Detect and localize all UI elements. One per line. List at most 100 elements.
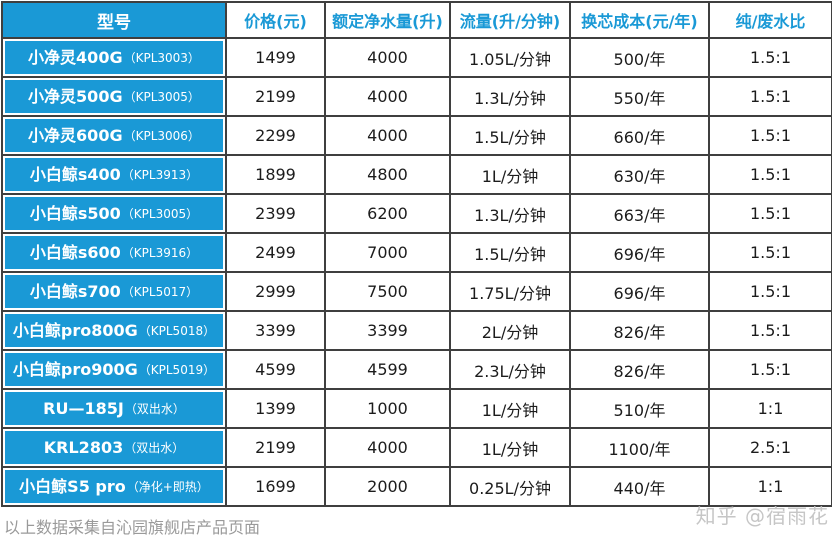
model-code: （KPL3913） xyxy=(121,167,199,182)
model-cell: 小净灵500G （KPL3005） xyxy=(1,76,227,117)
pure-waste-ratio-cell: 1.5:1 xyxy=(708,76,832,117)
pure-waste-ratio-cell: 1.5:1 xyxy=(708,37,832,78)
cartridge-cost-cell: 663/年 xyxy=(569,193,710,234)
table-row: 小净灵400G （KPL3003） 1499 4000 1.05L/分钟 500/年 1.5… xyxy=(1,37,832,78)
price-cell: 2999 xyxy=(225,271,326,312)
rated-volume-cell: 2000 xyxy=(324,466,451,507)
price-cell: 3399 xyxy=(225,310,326,351)
rated-volume-cell: 4800 xyxy=(324,154,451,195)
cartridge-cost-cell: 826/年 xyxy=(569,310,710,351)
table-row: 小白鲸s700 （KPL5017） 2999 7500 1.75L/分钟 696/年 1.5… xyxy=(1,271,832,312)
model-name: 小净灵500G xyxy=(28,86,123,106)
model-cell: 小白鲸s600 （KPL3916） xyxy=(1,232,227,273)
flow-rate-cell: 1L/分钟 xyxy=(449,427,571,468)
pure-waste-ratio-cell: 1.5:1 xyxy=(708,271,832,312)
model-name: KRL2803 xyxy=(43,437,124,457)
price-cell: 1699 xyxy=(225,466,326,507)
flow-rate-cell: 1.05L/分钟 xyxy=(449,37,571,78)
model-name: RU—185J xyxy=(43,398,124,418)
model-cell: 小净灵600G （KPL3006） xyxy=(1,115,227,156)
price-cell: 1499 xyxy=(225,37,326,78)
rated-volume-cell: 4000 xyxy=(324,37,451,78)
model-code: （KPL5017） xyxy=(121,284,199,299)
flow-rate-cell: 2.3L/分钟 xyxy=(449,349,571,390)
model-code: （KPL3006） xyxy=(123,128,200,143)
model-code: （KPL3005） xyxy=(123,89,200,104)
price-cell: 1899 xyxy=(225,154,326,195)
model-name: 小净灵600G xyxy=(28,125,123,145)
cartridge-cost-cell: 826/年 xyxy=(569,349,710,390)
model-code: （KPL3916） xyxy=(121,245,199,260)
header-rated-volume: 额定净水量(升) xyxy=(324,1,451,39)
model-code: （KPL5019） xyxy=(138,362,216,377)
model-cell: 小白鲸s700 （KPL5017） xyxy=(1,271,227,312)
cartridge-cost-cell: 500/年 xyxy=(569,37,710,78)
cartridge-cost-cell: 510/年 xyxy=(569,388,710,429)
model-code: （双出水） xyxy=(124,401,185,416)
flow-rate-cell: 1.5L/分钟 xyxy=(449,115,571,156)
model-cell: 小白鲸pro800G （KPL5018） xyxy=(1,310,227,351)
flow-rate-cell: 1.5L/分钟 xyxy=(449,232,571,273)
price-cell: 2299 xyxy=(225,115,326,156)
flow-rate-cell: 1L/分钟 xyxy=(449,388,571,429)
watermark: 知乎 @宿雨花 xyxy=(695,504,829,528)
model-code: （KPL3005） xyxy=(121,206,199,221)
rated-volume-cell: 4000 xyxy=(324,115,451,156)
table-row: 小净灵500G （KPL3005） 2199 4000 1.3L/分钟 550/年 1.5:… xyxy=(1,76,832,117)
price-cell: 1399 xyxy=(225,388,326,429)
cartridge-cost-cell: 696/年 xyxy=(569,232,710,273)
rated-volume-cell: 3399 xyxy=(324,310,451,351)
pure-waste-ratio-cell: 1.5:1 xyxy=(708,232,832,273)
pure-waste-ratio-cell: 1.5:1 xyxy=(708,154,832,195)
header-row: 型号 价格(元) 额定净水量(升) 流量(升/分钟) 换芯成本(元/年) 纯/废… xyxy=(1,1,832,39)
model-cell: 小净灵400G （KPL3003） xyxy=(1,37,227,78)
cartridge-cost-cell: 660/年 xyxy=(569,115,710,156)
model-name: 小白鲸s400 xyxy=(29,164,121,184)
pure-waste-ratio-cell: 1.5:1 xyxy=(708,310,832,351)
table-row: 小白鲸pro900G （KPL5019） 4599 4599 2.3L/分钟 826/年 1… xyxy=(1,349,832,390)
model-name: 小净灵400G xyxy=(28,47,123,67)
cartridge-cost-cell: 550/年 xyxy=(569,76,710,117)
model-code: （双出水） xyxy=(124,440,185,455)
cartridge-cost-cell: 630/年 xyxy=(569,154,710,195)
flow-rate-cell: 2L/分钟 xyxy=(449,310,571,351)
rated-volume-cell: 1000 xyxy=(324,388,451,429)
flow-rate-cell: 0.25L/分钟 xyxy=(449,466,571,507)
price-cell: 2199 xyxy=(225,427,326,468)
model-name: 小白鲸S5 pro xyxy=(19,476,126,496)
table-row: 小白鲸S5 pro （净化+即热） 1699 2000 0.25L/分钟 440/年 1:1 xyxy=(1,466,832,507)
table-row: 小白鲸s500 （KPL3005） 2399 6200 1.3L/分钟 663/年 1.5:… xyxy=(1,193,832,234)
header-pure-waste-ratio: 纯/废水比 xyxy=(708,1,832,39)
rated-volume-cell: 4000 xyxy=(324,427,451,468)
pure-waste-ratio-cell: 1.5:1 xyxy=(708,193,832,234)
rated-volume-cell: 4000 xyxy=(324,76,451,117)
price-cell: 2399 xyxy=(225,193,326,234)
rated-volume-cell: 4599 xyxy=(324,349,451,390)
model-code: （净化+即热） xyxy=(126,479,209,494)
source-note: 以上数据采集自沁园旗舰店产品页面 xyxy=(4,518,261,537)
price-cell: 2199 xyxy=(225,76,326,117)
model-name: 小白鲸pro800G xyxy=(12,320,138,340)
pure-waste-ratio-cell: 1:1 xyxy=(708,388,832,429)
rated-volume-cell: 7000 xyxy=(324,232,451,273)
flow-rate-cell: 1.3L/分钟 xyxy=(449,76,571,117)
flow-rate-cell: 1L/分钟 xyxy=(449,154,571,195)
cartridge-cost-cell: 696/年 xyxy=(569,271,710,312)
model-name: 小白鲸s600 xyxy=(29,242,121,262)
rated-volume-cell: 7500 xyxy=(324,271,451,312)
model-cell: KRL2803 （双出水） xyxy=(1,427,227,468)
model-code: （KPL5018） xyxy=(138,323,216,338)
model-cell: 小白鲸S5 pro （净化+即热） xyxy=(1,466,227,507)
header-cartridge-cost: 换芯成本(元/年) xyxy=(569,1,710,39)
pure-waste-ratio-cell: 1.5:1 xyxy=(708,349,832,390)
header-price: 价格(元) xyxy=(225,1,326,39)
table-row: 小净灵600G （KPL3006） 2299 4000 1.5L/分钟 660/年 1.5:… xyxy=(1,115,832,156)
rated-volume-cell: 6200 xyxy=(324,193,451,234)
pure-waste-ratio-cell: 1:1 xyxy=(708,466,832,507)
product-spec-table: 型号 价格(元) 额定净水量(升) 流量(升/分钟) 换芯成本(元/年) 纯/废… xyxy=(1,1,832,507)
cartridge-cost-cell: 1100/年 xyxy=(569,427,710,468)
header-model: 型号 xyxy=(1,1,227,39)
model-cell: 小白鲸s500 （KPL3005） xyxy=(1,193,227,234)
table-row: RU—185J （双出水） 1399 1000 1L/分钟 510/年 1:1 xyxy=(1,388,832,429)
model-name: 小白鲸s500 xyxy=(29,203,121,223)
